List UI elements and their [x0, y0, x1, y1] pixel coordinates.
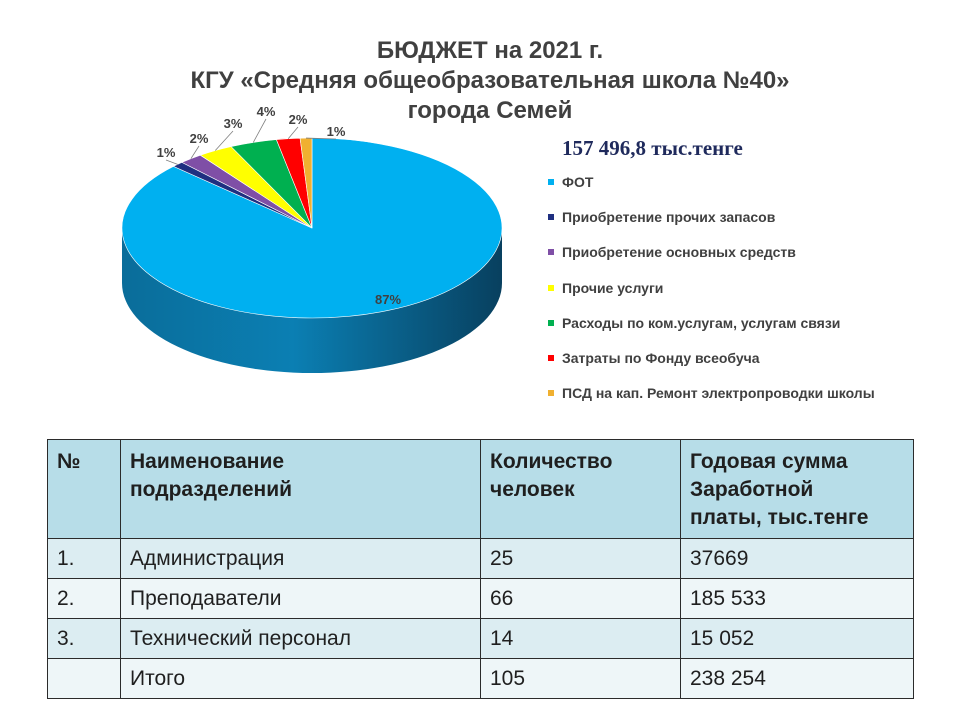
table-row: 2. Преподаватели 66 185 533	[47, 578, 914, 619]
header-line: человек	[490, 478, 575, 501]
leader-line	[214, 130, 234, 151]
cell-department: Технический персонал	[120, 618, 481, 659]
cell-number: 1.	[47, 538, 121, 579]
header-number: №	[47, 439, 121, 539]
cell-salary: 37669	[680, 538, 914, 579]
cell-count: 14	[480, 618, 681, 659]
legend-item: Приобретение прочих запасов	[548, 199, 948, 234]
legend-swatch	[548, 178, 554, 185]
pie-chart: 87% 1% 2% 3% 4% 2% 1%	[121, 104, 503, 373]
title-line: БЮДЖЕТ на 2021 г.	[376, 37, 604, 64]
header-line: Годовая сумма	[690, 450, 848, 473]
leader-line	[252, 118, 267, 143]
cell-count: 105	[480, 658, 681, 699]
chart-title: БЮДЖЕТ на 2021 г. КГУ «Средняя общеобраз…	[80, 36, 900, 126]
title-line: КГУ «Средняя общеобразовательная школа №…	[190, 67, 790, 94]
pie-side-wall	[122, 228, 502, 373]
cell-department: Преподаватели	[120, 578, 481, 619]
legend-item: Прочие услуги	[548, 270, 948, 305]
header-line: Наименование	[130, 450, 285, 473]
legend-item: ПСД на кап. Ремонт электропроводки школы	[548, 376, 948, 411]
budget-total: 157 496,8 тыс.тенге	[562, 136, 743, 160]
legend-swatch	[548, 249, 554, 256]
cell-salary: 238 254	[680, 658, 914, 699]
legend-item: Расходы по ком.услугам, услугам связи	[548, 305, 948, 340]
header-line: Количество	[490, 450, 613, 473]
cell-salary: 15 052	[680, 618, 914, 659]
header-salary: Годовая сумма Заработной платы, тыс.тенг…	[680, 439, 914, 539]
legend-item: Приобретение основных средств	[548, 235, 948, 270]
staff-table: № Наименование подразделений Количество …	[47, 439, 914, 699]
legend-item: Затраты по Фонду всеобуча	[548, 340, 948, 375]
legend-swatch	[548, 284, 554, 291]
table-row: 3. Технический персонал 14 15 052	[47, 618, 914, 659]
legend-label: Затраты по Фонду всеобуча	[562, 350, 760, 367]
legend-label: Приобретение основных средств	[562, 244, 796, 261]
data-label: 1%	[327, 124, 346, 139]
table-row: 1. Администрация 25 37669	[47, 538, 914, 579]
legend-swatch	[548, 319, 554, 326]
header-line: платы, тыс.тенге	[690, 506, 869, 529]
data-label: 4%	[257, 104, 276, 119]
legend-swatch	[548, 213, 554, 220]
legend-swatch	[548, 355, 554, 362]
cell-number	[47, 658, 121, 699]
data-label: 87%	[375, 292, 401, 307]
table-row-total: Итого 105 238 254	[47, 658, 914, 699]
cell-department: Администрация	[120, 538, 481, 579]
legend-item: ФОТ	[548, 164, 948, 199]
header-line: Заработной	[690, 478, 814, 501]
legend-label: ПСД на кап. Ремонт электропроводки школы	[562, 385, 875, 402]
legend-label: Прочие услуги	[562, 279, 664, 296]
leader-line	[306, 137, 337, 140]
legend-label: Расходы по ком.услугам, услугам связи	[562, 314, 841, 331]
cell-count: 25	[480, 538, 681, 579]
cell-count: 66	[480, 578, 681, 619]
cell-department: Итого	[120, 658, 481, 699]
header-line: подразделений	[130, 478, 293, 501]
data-label: 2%	[190, 131, 209, 146]
chart-legend: ФОТ Приобретение прочих запасов Приобретен…	[548, 164, 948, 411]
legend-label: Приобретение прочих запасов	[562, 208, 776, 225]
leader-line	[287, 126, 299, 139]
header-department: Наименование подразделений	[120, 439, 481, 539]
data-label: 1%	[157, 145, 176, 160]
cell-salary: 185 533	[680, 578, 914, 619]
leader-line	[165, 159, 178, 165]
data-label: 2%	[289, 112, 308, 127]
cell-number: 3.	[47, 618, 121, 659]
legend-swatch	[548, 390, 554, 397]
title-line: города Семей	[407, 97, 573, 124]
cell-number: 2.	[47, 578, 121, 619]
header-line: №	[57, 450, 81, 473]
leader-line	[190, 145, 200, 159]
data-label: 3%	[224, 116, 243, 131]
legend-label: ФОТ	[562, 173, 594, 190]
table-header-row: № Наименование подразделений Количество …	[47, 439, 914, 539]
header-count: Количество человек	[480, 439, 681, 539]
